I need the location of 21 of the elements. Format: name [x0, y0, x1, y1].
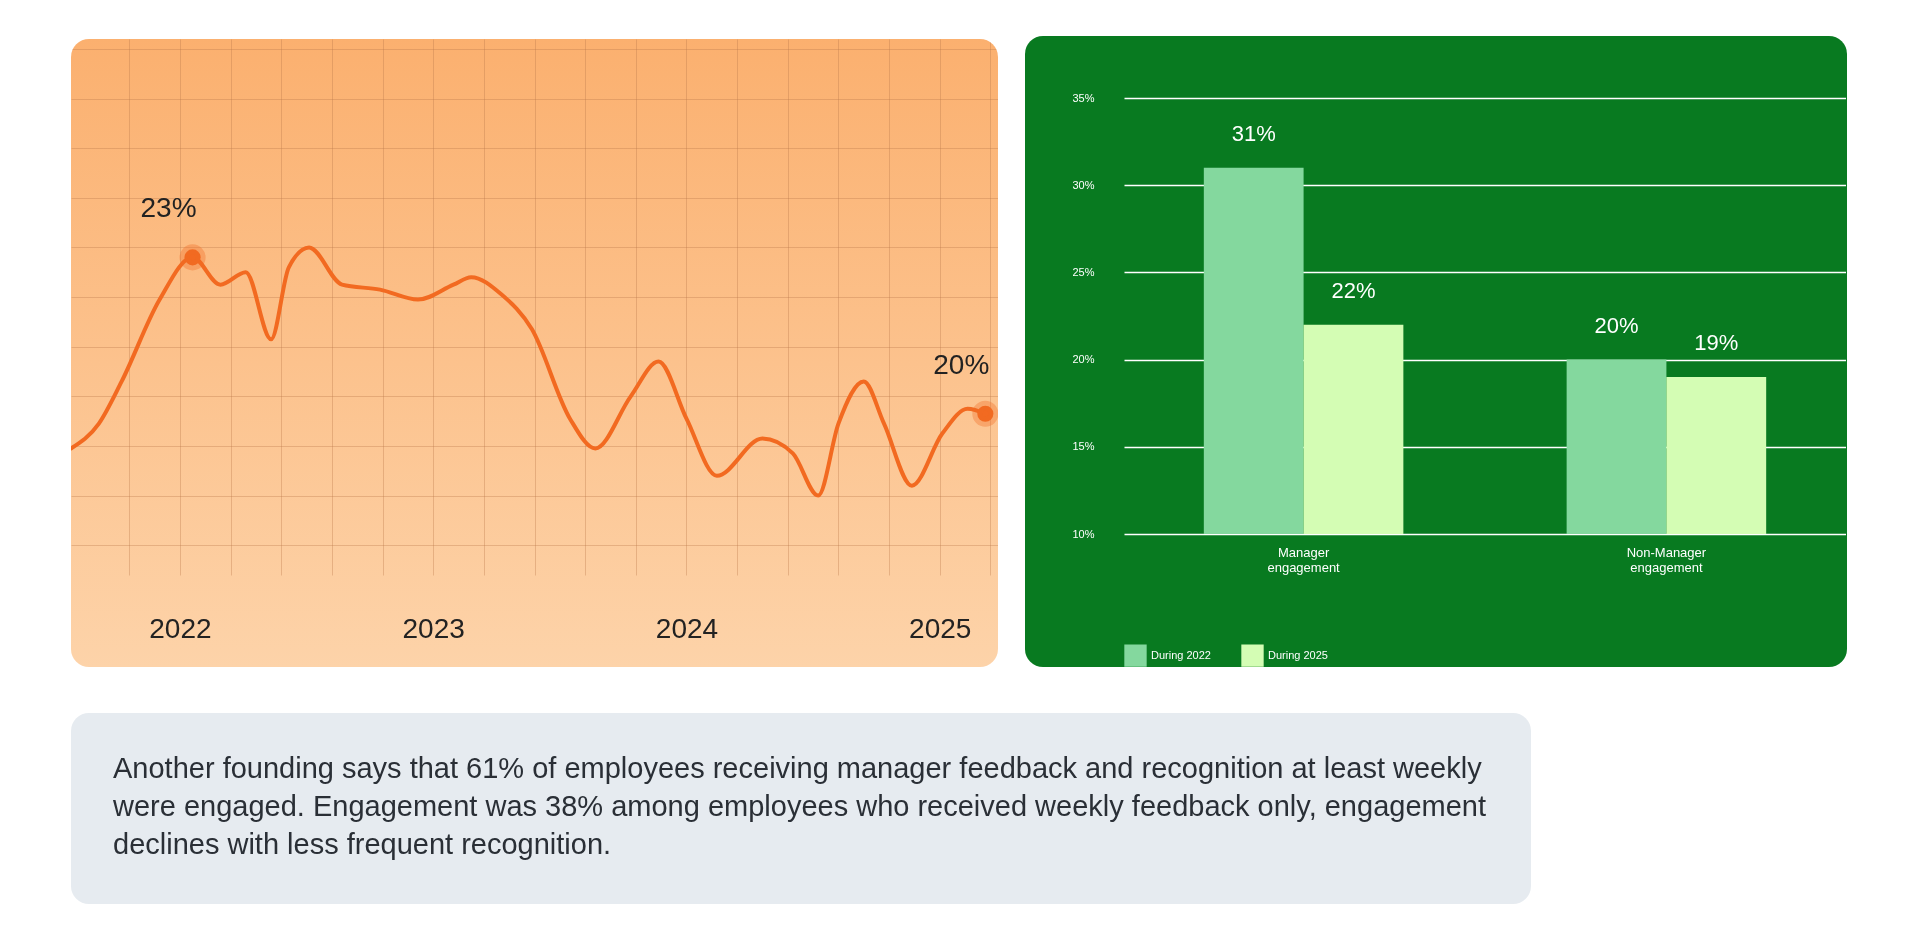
x-tick-label: Manager engagement	[1267, 544, 1341, 575]
y-tick-label: 30%	[1072, 178, 1095, 191]
x-tick-label: 2025	[909, 612, 972, 644]
y-tick-label: 20%	[1072, 353, 1095, 366]
annotation: 23%	[140, 192, 197, 224]
x-tick-label: 2022	[149, 612, 212, 644]
x-tick-label: 2024	[655, 612, 719, 644]
legend-label: During 2022	[1151, 648, 1211, 661]
y-tick-label: 15%	[1072, 440, 1095, 453]
text: Another founding says that 61% of employees receiving manager feedback and recognition at least weekly were engaged. Engagement was 38% among employees who received weekly feedback only, engagement declines with less frequent recognition.	[113, 751, 1487, 862]
y-tick-label: 10%	[1072, 527, 1095, 540]
x-tick-label: 2023	[402, 612, 465, 644]
y-tick-label: 35%	[1072, 91, 1095, 104]
data-label: 20%	[1594, 312, 1639, 338]
annotation: 20%	[933, 348, 990, 380]
legend-label: During 2025	[1268, 648, 1328, 661]
data-label: 22%	[1331, 277, 1376, 303]
data-label: 19%	[1694, 330, 1739, 356]
y-tick-label: 25%	[1072, 265, 1095, 278]
data-label: 31%	[1231, 120, 1276, 146]
x-tick-label: Non-Manager engagement	[1626, 544, 1707, 575]
